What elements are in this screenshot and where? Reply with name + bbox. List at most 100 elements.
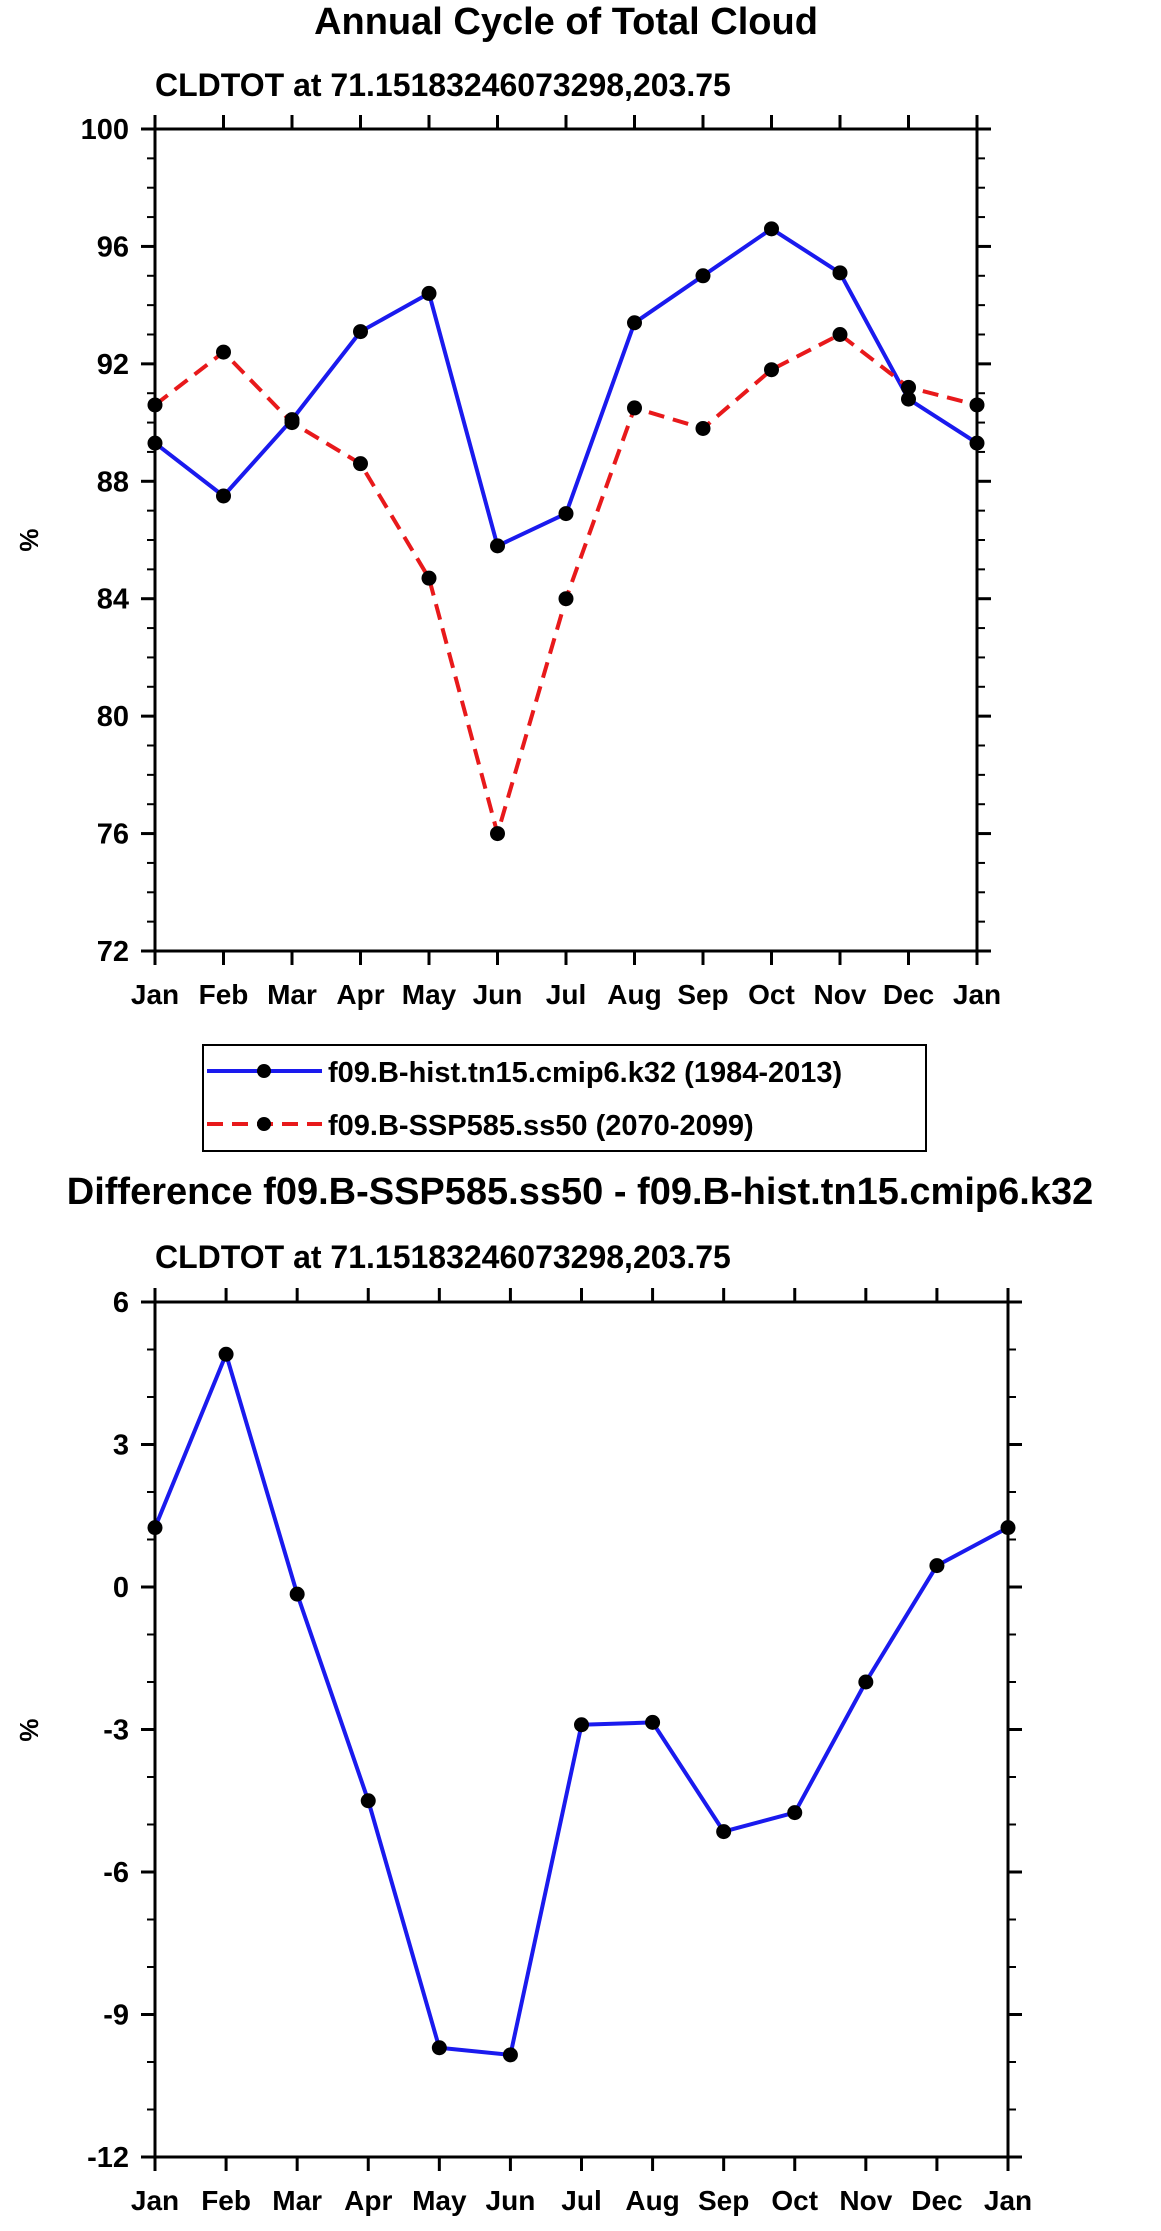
x-tick-label: Feb [201, 2185, 251, 2216]
y-tick-label: -6 [103, 1857, 129, 1889]
chart-title: Annual Cycle of Total Cloud [314, 1, 818, 43]
x-tick-label: Jun [473, 979, 523, 1010]
data-point-s0-9 [787, 1805, 803, 1821]
x-tick-label: Oct [748, 979, 795, 1010]
chart-subtitle: CLDTOT at 71.15183246073298,203.75 [155, 67, 731, 103]
y-tick-label: -3 [103, 1715, 129, 1747]
data-point-s1-9 [764, 362, 779, 378]
data-point-s0-9 [764, 221, 779, 237]
data-point-s0-11 [929, 1558, 945, 1574]
y-tick-label: 76 [97, 819, 129, 851]
data-point-s0-3 [360, 1793, 376, 1809]
legend-entry-ssp: f09.B-SSP585.ss50 (2070-2099) [207, 1110, 754, 1142]
x-tick-label: Mar [267, 979, 317, 1010]
data-point-s1-7 [627, 400, 642, 416]
x-tick-label: Nov [814, 979, 867, 1010]
data-point-s0-1 [218, 1346, 234, 1362]
data-point-s1-3 [353, 456, 368, 472]
x-tick-label: Jun [486, 2185, 536, 2216]
data-point-s0-2 [289, 1586, 305, 1602]
x-tick-label: Jul [546, 979, 586, 1010]
series-group [147, 221, 985, 842]
series-line-0 [153, 226, 979, 548]
y-tick-label: 0 [113, 1572, 129, 1604]
data-point-s0-4 [431, 2040, 447, 2056]
x-tick-label: Feb [199, 979, 249, 1010]
x-tick-labels: Jan Feb Mar Apr May Jun Jul Aug Sep Oct Nov Dec Jan [131, 2185, 1032, 2216]
y-tick-label: 6 [113, 1287, 129, 1319]
x-tick-label: Jan [131, 2185, 179, 2216]
data-point-s0-7 [645, 1714, 661, 1730]
annual-cycle-panel: Annual Cycle of Total Cloud CLDTOT at 71… [14, 1, 1001, 1152]
x-tick-label: Oct [771, 2185, 818, 2216]
y-tick-label: -12 [87, 2142, 129, 2174]
x-tick-label: Dec [883, 979, 934, 1010]
data-point-s0-10 [832, 265, 848, 281]
data-point-s0-8 [695, 268, 711, 284]
x-tick-label: Jan [953, 979, 1001, 1010]
data-point-s0-6 [574, 1717, 589, 1733]
legend: f09.B-hist.tn15.cmip6.k32 (1984-2013) f0… [202, 1044, 927, 1152]
data-point-s0-4 [421, 285, 437, 301]
y-tick-label: 3 [113, 1430, 129, 1462]
y-axis-label: % [14, 1718, 44, 1741]
x-tick-label: Nov [839, 2185, 892, 2216]
data-point-s1-6 [558, 591, 574, 607]
data-point-s1-11 [901, 379, 916, 395]
data-point-s0-5 [502, 2047, 518, 2063]
y-tick-label: 80 [97, 701, 129, 733]
data-point-s0-1 [216, 488, 231, 504]
y-tick-label: 92 [97, 349, 129, 381]
data-point-s0-3 [353, 324, 368, 340]
legend-marker-hist [257, 1064, 271, 1078]
plot-frame [153, 1300, 1010, 2159]
series-line-1 [153, 332, 978, 836]
x-tick-label: Apr [344, 2185, 392, 2216]
chart-title: Difference f09.B-SSP585.ss50 - f09.B-his… [67, 1171, 1093, 1213]
y-tick-label: 88 [97, 466, 129, 498]
legend-marker-ssp [257, 1117, 271, 1131]
data-point-s0-10 [858, 1674, 874, 1690]
data-point-s0-5 [490, 538, 505, 554]
y-tick-labels: -12 -9 -6 -3 0 3 6 [87, 1287, 129, 2174]
data-point-s1-1 [216, 344, 231, 360]
series-group [147, 1346, 1016, 2063]
x-tick-label: Dec [911, 2185, 962, 2216]
x-tick-label: Jul [561, 2185, 601, 2216]
y-tick-label: -9 [103, 2000, 129, 2032]
data-point-s1-2 [284, 415, 300, 431]
legend-box [202, 1044, 927, 1152]
data-point-s0-11 [901, 391, 916, 407]
y-axis-label: % [14, 528, 44, 551]
y-tick-label: 72 [97, 936, 129, 968]
x-tick-label: Aug [607, 979, 661, 1010]
chart-subtitle: CLDTOT at 71.15183246073298,203.75 [155, 1239, 731, 1275]
data-point-s0-8 [716, 1824, 732, 1840]
x-tick-label: Mar [272, 2185, 322, 2216]
y-tick-label: 96 [97, 231, 129, 263]
axis-ticks [141, 115, 991, 965]
x-tick-label: Apr [336, 979, 384, 1010]
plot-frame [153, 127, 979, 953]
x-tick-labels: Jan Feb Mar Apr May Jun Jul Aug Sep Oct Nov Dec Jan [131, 979, 1001, 1010]
data-point-s1-5 [490, 826, 505, 842]
x-tick-label: Sep [698, 2185, 749, 2216]
y-tick-label: 84 [97, 584, 129, 616]
data-point-s0-7 [627, 315, 642, 331]
difference-panel: Difference f09.B-SSP585.ss50 - f09.B-his… [14, 1171, 1093, 2216]
legend-label-ssp: f09.B-SSP585.ss50 (2070-2099) [328, 1110, 754, 1142]
y-tick-label: 100 [81, 114, 129, 146]
x-tick-label: May [412, 2185, 467, 2216]
data-point-s1-8 [695, 420, 711, 436]
x-tick-label: Aug [625, 2185, 679, 2216]
x-tick-label: May [402, 979, 457, 1010]
x-tick-label: Sep [677, 979, 728, 1010]
x-tick-label: Jan [131, 979, 179, 1010]
y-tick-labels: 72 76 80 84 88 92 96 100 [81, 114, 129, 968]
legend-label-hist: f09.B-hist.tn15.cmip6.k32 (1984-2013) [328, 1057, 842, 1089]
data-point-s0-6 [558, 506, 574, 522]
data-point-s1-10 [832, 327, 848, 342]
data-point-s1-4 [421, 570, 437, 586]
legend-entry-hist: f09.B-hist.tn15.cmip6.k32 (1984-2013) [207, 1057, 842, 1089]
